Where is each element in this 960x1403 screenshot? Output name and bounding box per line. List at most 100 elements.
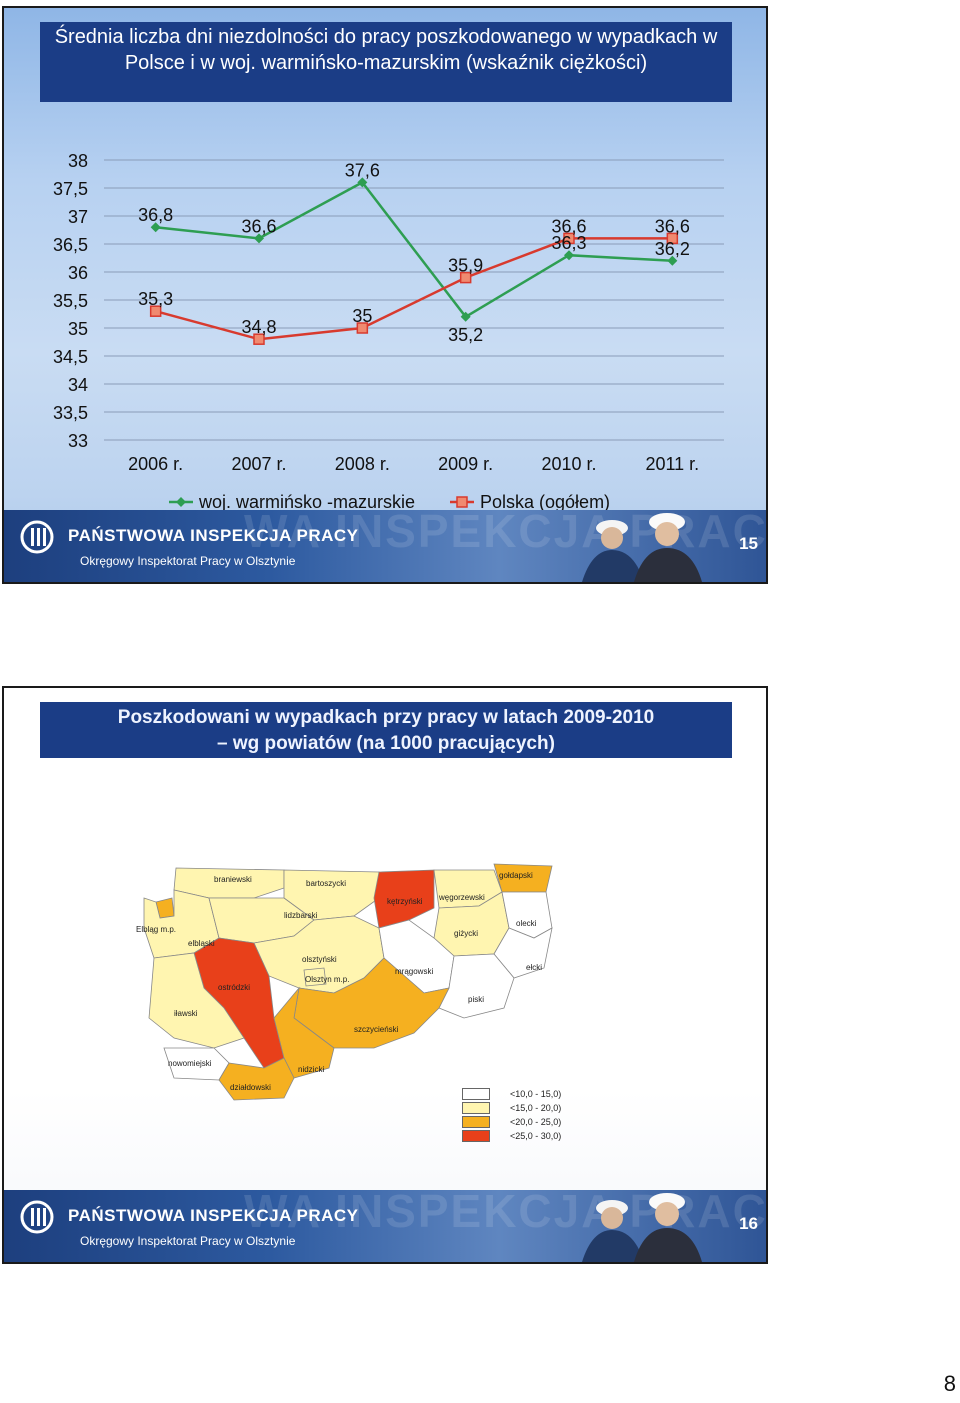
legend-swatch-4 [462,1130,490,1142]
county-label: ostródzki [218,983,250,992]
data-label: 36,2 [655,239,690,259]
county-label: braniewski [214,875,252,884]
workers-photo-icon [582,513,702,582]
data-label: 37,6 [345,160,380,180]
legend-label: Polska (ogółem) [480,492,610,512]
slide-footer: WA INSPEKCJA PRACY PAŃSTWOWA INSPEKCJA P… [4,505,766,582]
county-label: mrągowski [395,967,433,976]
county-olsztyn-mp [303,967,327,987]
slide-title: Średnia liczba dni niezdolności do pracy… [40,22,732,102]
data-point [666,232,679,245]
y-tick-label: 37 [68,207,88,227]
county-label: szczycieński [354,1025,399,1034]
data-label: 36,3 [551,233,586,253]
data-point [460,311,471,322]
county-label: olsztyński [302,955,337,964]
footer-brand: PAŃSTWOWA INSPEKCJA PRACY [68,526,359,545]
y-tick-label: 34,5 [53,347,88,367]
county-label: kętrzyński [387,897,423,906]
y-tick-label: 35 [68,319,88,339]
x-tick-label: 2011 r. [645,454,699,474]
legend-marker [176,497,186,507]
data-label: 35,9 [448,256,483,276]
data-label: 35,3 [138,289,173,309]
y-tick-label: 36 [68,263,88,283]
series-line [155,180,673,319]
slide-page-number: 15 [739,534,758,553]
county-ilawski [148,952,245,1049]
county-label: ełcki [526,963,542,972]
workers-photo-icon [582,1193,702,1262]
y-tick-label: 37,5 [53,179,88,199]
y-tick-label: 34 [68,375,88,395]
slide-page-number: 16 [739,1214,758,1233]
slide-footer: WA INSPEKCJA PRACY PAŃSTWOWA INSPEKCJA P… [4,1185,766,1262]
footer-office: Okręgowy Inspektorat Pracy w Olsztynie [80,554,296,568]
pip-logo-icon [20,520,54,554]
legend-label: woj. warmińsko -mazurskie [198,492,415,512]
slide-title: Poszkodowani w wypadkach przy pracy w la… [40,702,732,758]
data-label: 35,2 [448,325,483,345]
county-label: giżycki [454,929,478,938]
county-dzialdowski [218,1057,295,1101]
y-tick-label: 35,5 [53,291,88,311]
document-page-number: 8 [943,1371,956,1396]
legend-swatch-2 [462,1102,490,1114]
data-point [357,177,368,188]
data-point [254,233,264,244]
legend-label-3: <20,0 - 25,0) [510,1117,562,1127]
legend-swatch-3 [462,1116,490,1128]
x-tick-label: 2009 r. [438,454,493,474]
county-label: bartoszycki [306,879,346,888]
data-label: 36,6 [551,216,586,236]
footer-brand: PAŃSTWOWA INSPEKCJA PRACY [68,1206,359,1225]
county-label: nowomiejski [168,1059,212,1068]
legend-label-2: <15,0 - 20,0) [510,1103,562,1113]
data-point [150,222,161,233]
series-line [155,237,673,341]
data-point [563,232,575,245]
data-point [149,305,162,317]
county-label: gołdapski [499,871,533,880]
pip-logo-icon [20,1200,54,1234]
legend-label-4: <25,0 - 30,0) [510,1131,562,1141]
y-tick-label: 38 [68,151,88,171]
data-label: 36,8 [138,205,173,225]
data-point [253,333,265,345]
data-label: 36,6 [655,216,690,236]
x-tick-label: 2008 r. [335,454,390,474]
slide-chart: Średnia liczba dni niezdolności do pracy… [2,6,768,584]
y-tick-label: 36,5 [53,235,88,255]
y-tick-label: 33 [68,431,88,451]
line-chart: 38 37,5 37 36,5 36 35,5 35 34,5 34 33,5 33 2006 r.… [53,151,724,512]
y-tick-label: 33,5 [53,403,88,423]
county-label: iławski [174,1009,198,1018]
county-label: olecki [516,919,537,928]
data-label: 36,6 [241,216,276,236]
county-label: lidzbarski [284,911,318,920]
legend-marker [456,496,468,508]
x-tick-label: 2007 r. [231,454,286,474]
county-label: elbląski [188,939,215,948]
footer-office: Okręgowy Inspektorat Pracy w Olsztynie [80,1234,296,1248]
x-tick-label: 2010 r. [541,454,596,474]
county-label: piski [468,995,484,1004]
data-point [564,250,574,261]
legend-swatch-1 [462,1088,490,1100]
county-label: węgorzewski [438,893,485,902]
footer-watermark: WA INSPEKCJA PRACY [244,505,768,557]
legend-label-1: <10,0 - 15,0) [510,1089,562,1099]
slide-map: Poszkodowani w wypadkach przy pracy w la… [2,686,768,1264]
county-map: braniewski bartoszycki gołdapski kętrzyński… [136,863,553,1101]
footer-watermark: WA INSPEKCJA PRACY [244,1185,768,1237]
title-line-1: Poszkodowani w wypadkach przy pracy w la… [117,707,655,728]
data-point [356,322,369,334]
data-label: 34,8 [241,317,276,337]
x-tick-label: 2006 r. [128,454,183,474]
data-label: 35 [352,306,372,326]
title-line-2: – wg powiatów (na 1000 pracujących) [217,733,555,754]
data-point [459,271,472,284]
county-label: działdowski [230,1083,271,1092]
county-label: nidzicki [298,1065,324,1074]
county-label: Elbląg m.p. [136,925,176,934]
